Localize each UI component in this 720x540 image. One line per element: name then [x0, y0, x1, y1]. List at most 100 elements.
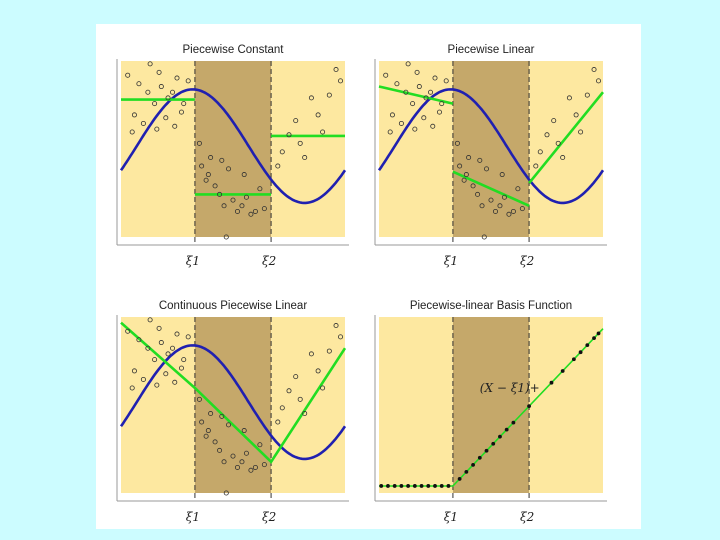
- data-point: [221, 203, 227, 209]
- data-point: [131, 368, 137, 374]
- data-point: [165, 95, 171, 101]
- data-point: [596, 331, 601, 336]
- data-point: [293, 374, 299, 380]
- knot-label-2: ξ2: [520, 254, 534, 268]
- data-point: [426, 484, 431, 488]
- data-point: [156, 69, 162, 75]
- data-point: [308, 351, 314, 357]
- data-point: [578, 129, 584, 135]
- fit-segment-1: [378, 85, 454, 105]
- data-point: [549, 380, 554, 385]
- data-point: [333, 323, 339, 329]
- data-point: [457, 163, 463, 169]
- data-point: [174, 75, 180, 81]
- data-point: [261, 206, 267, 212]
- data-point: [257, 442, 263, 448]
- panel-continuous-piecewise-linear: Continuous Piecewise Linear ξ1 ξ2: [116, 300, 349, 524]
- data-point: [158, 84, 164, 90]
- data-point: [234, 464, 240, 470]
- data-point: [578, 350, 583, 355]
- data-point: [152, 357, 158, 363]
- knot-label-1: ξ1: [186, 510, 200, 524]
- data-point: [243, 450, 249, 456]
- data-point: [205, 428, 211, 434]
- data-point: [430, 123, 436, 129]
- data-point: [308, 95, 314, 101]
- data-point: [315, 112, 321, 118]
- data-point: [423, 95, 429, 101]
- data-point: [223, 234, 229, 240]
- data-point: [428, 89, 434, 95]
- data-point: [172, 379, 178, 385]
- data-point: [243, 194, 249, 200]
- data-point: [592, 336, 596, 341]
- data-point: [471, 462, 475, 467]
- data-point: [338, 78, 344, 84]
- data-point: [163, 115, 169, 121]
- data-point: [573, 112, 579, 118]
- region-middle: [194, 317, 272, 493]
- region-left: [121, 317, 195, 493]
- data-point: [219, 157, 225, 163]
- data-point: [551, 118, 557, 124]
- data-point: [163, 371, 169, 377]
- data-point: [239, 203, 245, 209]
- data-point: [158, 340, 164, 346]
- data-point: [248, 467, 254, 473]
- data-point: [129, 385, 135, 391]
- knot-label-2: ξ2: [262, 510, 276, 524]
- knot-label-2: ξ2: [520, 510, 534, 524]
- knot-label-2: ξ2: [262, 254, 276, 268]
- data-point: [405, 61, 411, 67]
- data-point: [333, 67, 339, 73]
- data-point: [275, 163, 281, 169]
- data-point: [511, 420, 516, 425]
- data-point: [566, 95, 572, 101]
- data-point: [221, 459, 227, 465]
- data-point: [302, 411, 308, 417]
- data-point: [131, 112, 137, 118]
- data-point: [223, 490, 229, 496]
- data-point: [154, 126, 160, 132]
- data-point: [421, 115, 427, 121]
- data-point: [178, 365, 184, 371]
- data-point: [464, 469, 469, 474]
- true-function-curve: [119, 344, 347, 461]
- data-point: [488, 197, 494, 203]
- data-point: [515, 186, 521, 192]
- data-point: [484, 448, 489, 453]
- data-point: [145, 345, 151, 351]
- data-point: [499, 172, 505, 178]
- data-point: [286, 132, 292, 138]
- basis-annotation: (X − ξ1)+: [480, 381, 540, 395]
- data-point: [230, 197, 236, 203]
- data-point: [217, 191, 223, 197]
- data-point: [392, 484, 397, 488]
- region-left: [379, 317, 453, 493]
- data-point: [320, 129, 326, 135]
- data-point: [544, 132, 550, 138]
- region-middle: [452, 61, 530, 237]
- fit-segment-3: [528, 91, 605, 184]
- data-point: [170, 345, 176, 351]
- data-point: [591, 67, 597, 73]
- panel-title: Piecewise Constant: [183, 44, 285, 56]
- data-point: [181, 357, 187, 363]
- data-point: [125, 328, 131, 334]
- data-point: [479, 203, 485, 209]
- data-point: [178, 109, 184, 115]
- data-point: [136, 337, 142, 343]
- data-point: [241, 428, 247, 434]
- data-point: [326, 92, 332, 98]
- data-point: [585, 343, 590, 348]
- knot-label-1: ξ1: [444, 254, 458, 268]
- data-point: [286, 388, 292, 394]
- data-point: [261, 462, 267, 468]
- data-point: [491, 441, 496, 446]
- data-point: [203, 433, 209, 439]
- data-point: [147, 61, 153, 67]
- data-point: [152, 101, 158, 107]
- data-point: [230, 453, 236, 459]
- data-point: [519, 206, 525, 212]
- data-point: [279, 149, 285, 155]
